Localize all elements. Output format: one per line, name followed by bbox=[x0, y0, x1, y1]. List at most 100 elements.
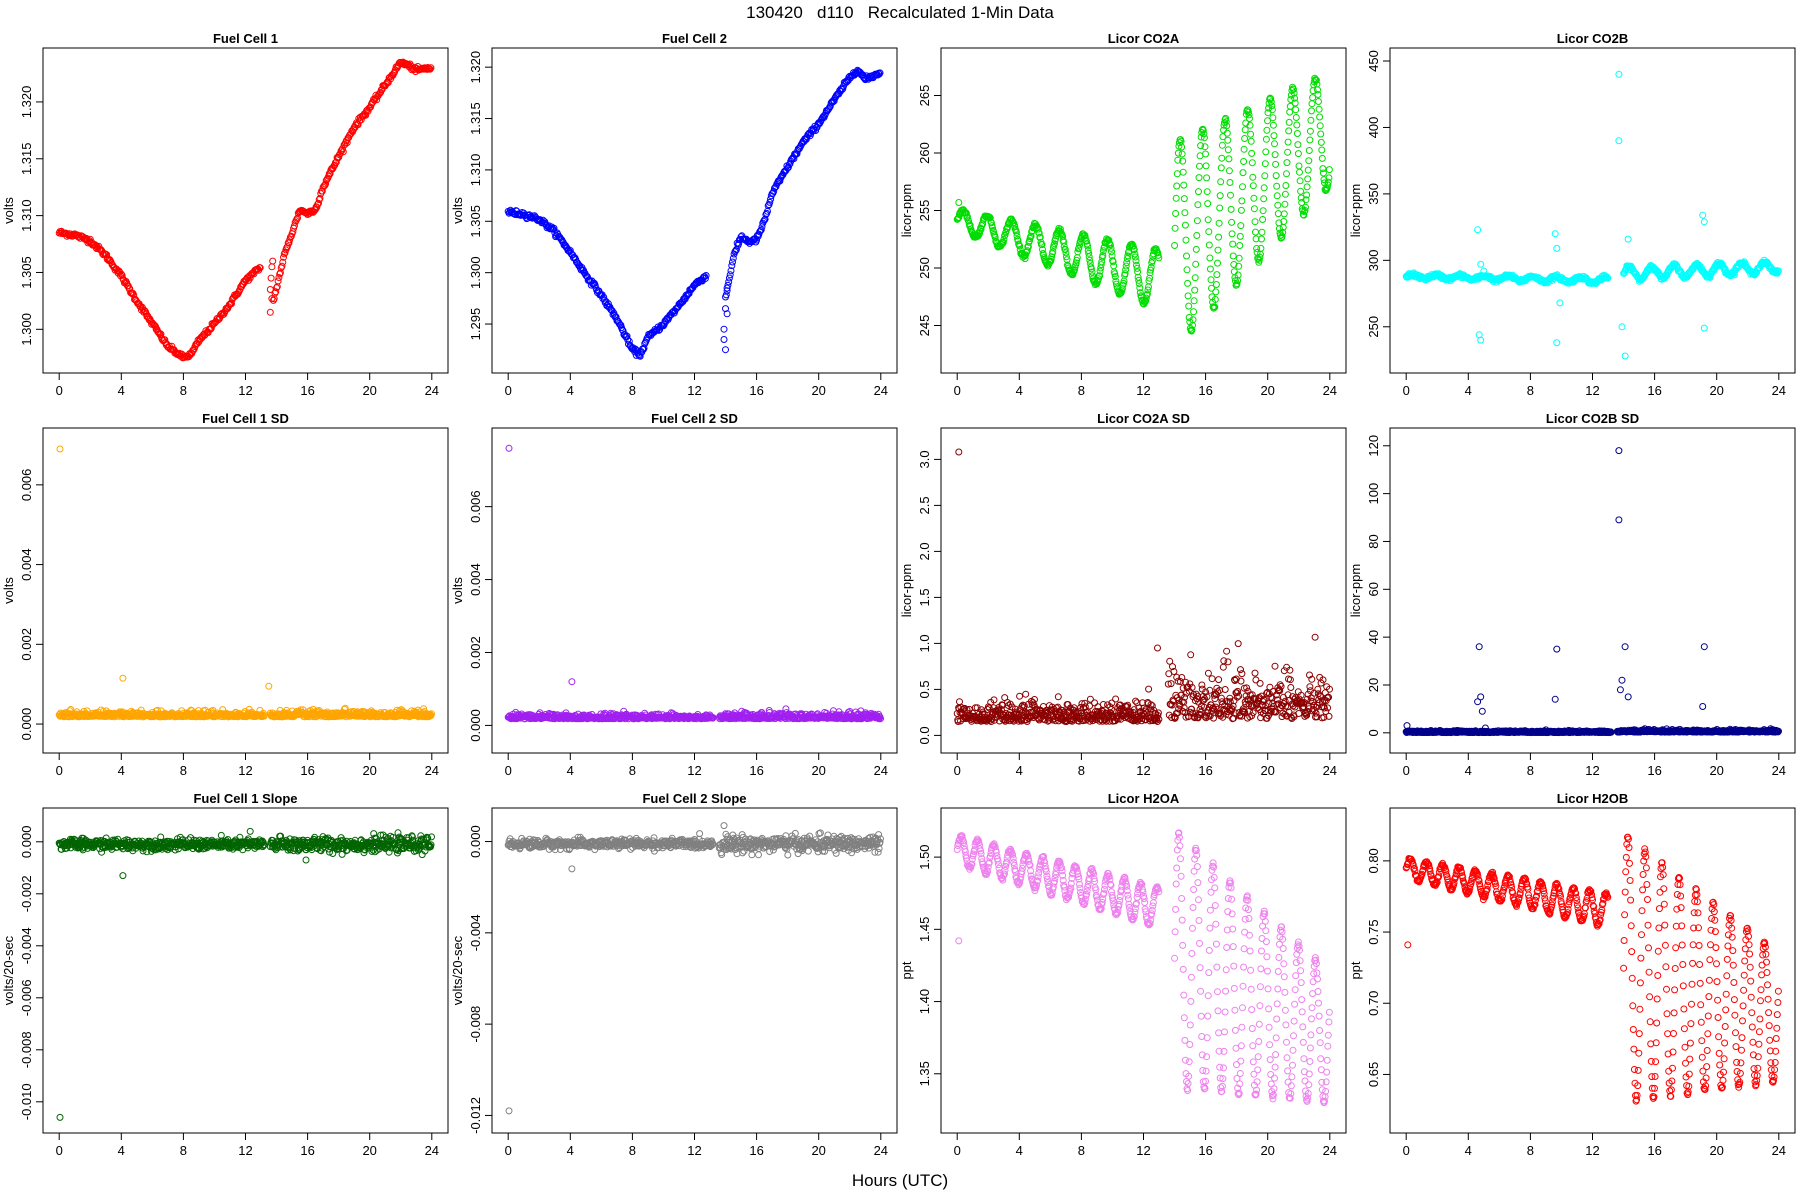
data-point bbox=[1263, 126, 1271, 134]
data-point bbox=[955, 213, 963, 221]
data-point bbox=[1551, 230, 1559, 238]
series-points bbox=[953, 74, 1333, 335]
data-point bbox=[1111, 270, 1119, 278]
data-point bbox=[1036, 233, 1044, 241]
data-point bbox=[1319, 169, 1327, 177]
data-point bbox=[1060, 242, 1068, 250]
panel-1: Fuel Cell 20 4 8 12 16 20 241.2951.3001.3051.3… bbox=[450, 31, 898, 398]
data-point bbox=[813, 123, 821, 131]
y-tick-label: 350 bbox=[1366, 183, 1381, 205]
data-point bbox=[1181, 221, 1189, 229]
x-tick-label: 20 bbox=[811, 763, 825, 778]
data-point bbox=[1259, 216, 1267, 223]
x-tick-label: 12 bbox=[1585, 383, 1599, 398]
data-point bbox=[1083, 237, 1090, 245]
data-point bbox=[321, 182, 329, 189]
x-tick-label: 20 bbox=[362, 383, 376, 398]
data-point bbox=[1208, 675, 1216, 683]
y-tick-label: 1.315 bbox=[468, 102, 483, 135]
x-tick-label: 8 bbox=[1078, 383, 1085, 398]
data-point bbox=[1273, 182, 1281, 190]
series-points bbox=[953, 448, 1333, 726]
x-tick-label: 4 bbox=[1465, 383, 1472, 398]
data-point bbox=[1136, 289, 1144, 297]
x-tick-label: 16 bbox=[749, 383, 763, 398]
data-point bbox=[1324, 181, 1332, 189]
x-tick-label: 8 bbox=[180, 383, 187, 398]
data-point bbox=[1234, 271, 1242, 279]
y-tick-label: 400 bbox=[1366, 117, 1381, 139]
data-point bbox=[1257, 244, 1265, 252]
data-point bbox=[1227, 205, 1235, 213]
y-tick-label: 0.004 bbox=[468, 563, 483, 596]
data-point bbox=[1106, 241, 1114, 249]
data-point bbox=[1118, 285, 1126, 293]
data-point bbox=[1285, 127, 1293, 135]
y-tick-label: 100 bbox=[1366, 483, 1381, 505]
y-tick-label: 3.0 bbox=[917, 450, 932, 468]
data-point bbox=[1274, 210, 1282, 218]
plot-frame bbox=[491, 427, 898, 754]
data-point bbox=[1181, 209, 1189, 217]
data-point bbox=[1474, 226, 1482, 234]
data-point bbox=[1222, 118, 1230, 126]
data-point bbox=[1236, 242, 1244, 249]
data-point bbox=[722, 346, 729, 354]
y-tick-label: 40 bbox=[1366, 630, 1381, 644]
data-point bbox=[1191, 286, 1199, 294]
data-point bbox=[757, 227, 764, 235]
data-point bbox=[1284, 138, 1292, 146]
x-tick-label: 12 bbox=[238, 383, 252, 398]
data-point bbox=[1225, 155, 1233, 163]
data-point bbox=[266, 308, 274, 316]
y-tick-label: 0.000 bbox=[19, 708, 34, 741]
data-point bbox=[1145, 277, 1153, 285]
x-tick-label: 12 bbox=[238, 763, 252, 778]
data-point bbox=[991, 233, 999, 241]
data-point bbox=[1105, 236, 1113, 244]
data-point bbox=[1287, 684, 1295, 691]
data-point bbox=[1297, 194, 1305, 202]
y-tick-label: 2.5 bbox=[917, 496, 932, 514]
data-point bbox=[1268, 102, 1276, 110]
data-point bbox=[273, 284, 281, 292]
data-point bbox=[1076, 241, 1083, 249]
data-point bbox=[1123, 259, 1131, 267]
data-point bbox=[955, 448, 963, 456]
y-tick-label: 0.5 bbox=[917, 680, 932, 698]
data-point bbox=[1204, 200, 1212, 208]
plot-frame bbox=[940, 47, 1347, 374]
x-tick-label: 12 bbox=[687, 763, 701, 778]
data-point bbox=[1239, 183, 1246, 191]
data-point bbox=[1258, 228, 1266, 236]
data-point bbox=[753, 236, 761, 244]
panel-4: Fuel Cell 1 SD0 4 8 12 16 20 240.0000.0020.004… bbox=[1, 411, 449, 778]
data-point bbox=[999, 238, 1007, 246]
data-point bbox=[1477, 336, 1485, 344]
data-point bbox=[1172, 194, 1180, 202]
data-point bbox=[1098, 258, 1106, 266]
data-point bbox=[1038, 241, 1046, 249]
data-point bbox=[1004, 223, 1012, 231]
data-point bbox=[702, 272, 710, 279]
data-point bbox=[1235, 254, 1243, 262]
data-point bbox=[1261, 160, 1269, 168]
data-point bbox=[1279, 228, 1287, 236]
data-point bbox=[1293, 130, 1301, 137]
x-tick-label: 0 bbox=[954, 763, 961, 778]
data-point bbox=[1618, 323, 1626, 331]
data-point bbox=[1291, 94, 1299, 102]
x-tick-label: 16 bbox=[1647, 763, 1661, 778]
data-point bbox=[1251, 218, 1259, 226]
data-point bbox=[640, 344, 648, 352]
data-point bbox=[1556, 299, 1564, 307]
data-point bbox=[1271, 151, 1279, 159]
data-point bbox=[1258, 235, 1265, 243]
data-point bbox=[1203, 174, 1211, 182]
data-point bbox=[1183, 252, 1190, 260]
y-tick-label: 80 bbox=[1366, 534, 1381, 548]
data-point bbox=[1260, 184, 1268, 192]
data-point bbox=[1315, 98, 1322, 105]
data-point bbox=[1192, 260, 1200, 268]
